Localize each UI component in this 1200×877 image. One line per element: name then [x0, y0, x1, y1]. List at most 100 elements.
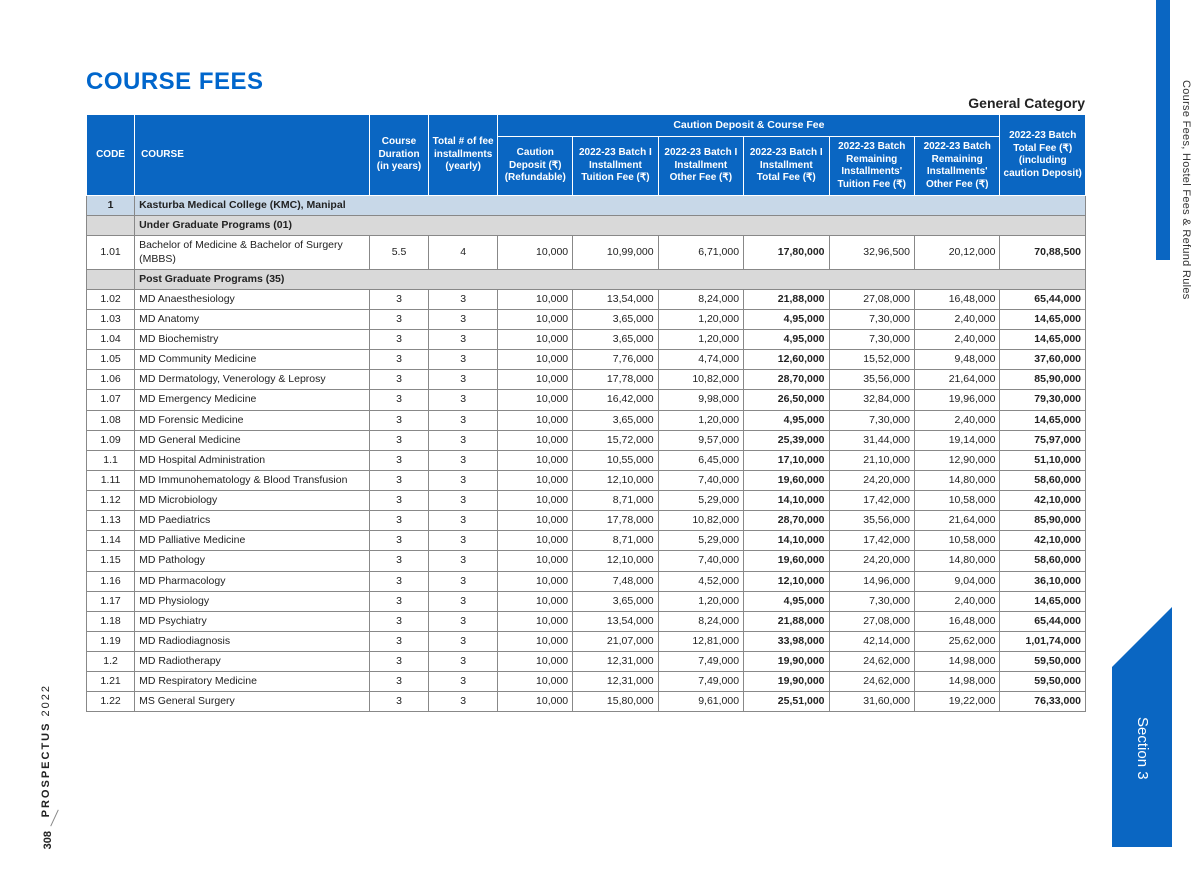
- th-i-total: 2022-23 Batch I Installment Total Fee (₹…: [744, 137, 829, 196]
- cell-course-name: MD Microbiology: [135, 491, 370, 511]
- cell-i-tuition: 13,54,000: [573, 289, 658, 309]
- cell-caution: 10,000: [498, 631, 573, 651]
- cell-rem-tuition: 7,30,000: [829, 410, 914, 430]
- cell-i-other: 4,52,000: [658, 571, 743, 591]
- cell-grand-total: 75,97,000: [1000, 430, 1086, 450]
- program-group-row: Under Graduate Programs (01): [87, 216, 1086, 236]
- cell-i-tuition: 21,07,000: [573, 631, 658, 651]
- cell-grand-total: 58,60,000: [1000, 470, 1086, 490]
- cell-duration: 3: [370, 330, 429, 350]
- cell-i-tuition: 3,65,000: [573, 330, 658, 350]
- cell-rem-other: 14,80,000: [914, 551, 999, 571]
- cell-grand-total: 79,30,000: [1000, 390, 1086, 410]
- cell-course-name: Bachelor of Medicine & Bachelor of Surge…: [135, 236, 370, 269]
- cell-rem-other: 9,04,000: [914, 571, 999, 591]
- cell-course-name: MD Anatomy: [135, 309, 370, 329]
- cell-rem-other: 19,96,000: [914, 390, 999, 410]
- cell-course-name: MS General Surgery: [135, 692, 370, 712]
- cell-code: 1.15: [87, 551, 135, 571]
- cell-installments: 3: [428, 450, 498, 470]
- table-body: 1Kasturba Medical College (KMC), Manipal…: [87, 196, 1086, 712]
- cell-i-other: 6,71,000: [658, 236, 743, 269]
- th-group-caution: Caution Deposit & Course Fee: [498, 115, 1000, 137]
- prospectus-word: PROSPECTUS: [40, 721, 52, 817]
- cell-i-total: 4,95,000: [744, 330, 829, 350]
- cell-installments: 3: [428, 692, 498, 712]
- cell-i-other: 1,20,000: [658, 410, 743, 430]
- cell-i-other: 7,49,000: [658, 652, 743, 672]
- cell-installments: 3: [428, 491, 498, 511]
- cell-i-tuition: 3,65,000: [573, 309, 658, 329]
- cell-i-tuition: 8,71,000: [573, 491, 658, 511]
- cell-grand-total: 14,65,000: [1000, 330, 1086, 350]
- table-header: CODE COURSE Course Duration (in years) T…: [87, 115, 1086, 196]
- cell-i-other: 5,29,000: [658, 531, 743, 551]
- table-row: 1.07MD Emergency Medicine3310,00016,42,0…: [87, 390, 1086, 410]
- cell-code: 1.05: [87, 350, 135, 370]
- th-rem-other: 2022-23 Batch Remaining Installments' Ot…: [914, 137, 999, 196]
- cell-rem-tuition: 21,10,000: [829, 450, 914, 470]
- cell-caution: 10,000: [498, 289, 573, 309]
- th-installments: Total # of fee installments (yearly): [428, 115, 498, 196]
- cell-caution: 10,000: [498, 591, 573, 611]
- section-tab: Section 3: [1112, 667, 1172, 847]
- cell-duration: 3: [370, 692, 429, 712]
- th-i-other: 2022-23 Batch I Installment Other Fee (₹…: [658, 137, 743, 196]
- table-row: 1.06MD Dermatology, Venerology & Leprosy…: [87, 370, 1086, 390]
- cell-i-total: 19,60,000: [744, 551, 829, 571]
- cell-code: 1.21: [87, 672, 135, 692]
- cell-i-other: 10,82,000: [658, 370, 743, 390]
- cell-rem-tuition: 14,96,000: [829, 571, 914, 591]
- cell-rem-other: 2,40,000: [914, 309, 999, 329]
- cell-caution: 10,000: [498, 511, 573, 531]
- cell-caution: 10,000: [498, 390, 573, 410]
- cell-i-tuition: 8,71,000: [573, 531, 658, 551]
- cell-grand-total: 1,01,74,000: [1000, 631, 1086, 651]
- cell-code: 1.04: [87, 330, 135, 350]
- cell-grand-total: 42,10,000: [1000, 531, 1086, 551]
- cell-rem-tuition: 31,60,000: [829, 692, 914, 712]
- cell-i-total: 19,60,000: [744, 470, 829, 490]
- table-row: 1.02MD Anaesthesiology3310,00013,54,0008…: [87, 289, 1086, 309]
- cell-rem-tuition: 15,52,000: [829, 350, 914, 370]
- cell-rem-tuition: 7,30,000: [829, 309, 914, 329]
- table-row: 1.17MD Physiology3310,0003,65,0001,20,00…: [87, 591, 1086, 611]
- cell-rem-tuition: 31,44,000: [829, 430, 914, 450]
- cell-i-tuition: 12,31,000: [573, 672, 658, 692]
- cell-i-total: 14,10,000: [744, 491, 829, 511]
- cell-rem-other: 16,48,000: [914, 289, 999, 309]
- table-row: 1.08MD Forensic Medicine3310,0003,65,000…: [87, 410, 1086, 430]
- cell-i-total: 25,39,000: [744, 430, 829, 450]
- cell-caution: 10,000: [498, 470, 573, 490]
- cell-duration: 3: [370, 370, 429, 390]
- cell-rem-other: 14,80,000: [914, 470, 999, 490]
- cell-rem-other: 12,90,000: [914, 450, 999, 470]
- cell-duration: 3: [370, 531, 429, 551]
- cell-rem-tuition: 27,08,000: [829, 289, 914, 309]
- cell-course-name: MD Radiodiagnosis: [135, 631, 370, 651]
- cell-course-name: MD Physiology: [135, 591, 370, 611]
- cell-rem-other: 19,22,000: [914, 692, 999, 712]
- cell-caution: 10,000: [498, 330, 573, 350]
- cell-code: 1.17: [87, 591, 135, 611]
- th-duration: Course Duration (in years): [370, 115, 429, 196]
- cell-course-name: MD Biochemistry: [135, 330, 370, 350]
- cell-caution: 10,000: [498, 692, 573, 712]
- fees-table: CODE COURSE Course Duration (in years) T…: [86, 114, 1086, 712]
- cell-rem-other: 2,40,000: [914, 410, 999, 430]
- cell-installments: 3: [428, 531, 498, 551]
- cell-rem-tuition: 17,42,000: [829, 531, 914, 551]
- cell-i-other: 9,98,000: [658, 390, 743, 410]
- cell-grand-total: 70,88,500: [1000, 236, 1086, 269]
- table-row: 1.1MD Hospital Administration3310,00010,…: [87, 450, 1086, 470]
- cell-course-name: MD Pathology: [135, 551, 370, 571]
- cell-duration: 3: [370, 511, 429, 531]
- cell-i-tuition: 12,10,000: [573, 551, 658, 571]
- cell-i-other: 1,20,000: [658, 591, 743, 611]
- cell-rem-other: 25,62,000: [914, 631, 999, 651]
- program-group-label: Under Graduate Programs (01): [135, 216, 1086, 236]
- cell-i-other: 4,74,000: [658, 350, 743, 370]
- cell-duration: 5.5: [370, 236, 429, 269]
- cell-i-total: 4,95,000: [744, 309, 829, 329]
- cell-i-total: 21,88,000: [744, 611, 829, 631]
